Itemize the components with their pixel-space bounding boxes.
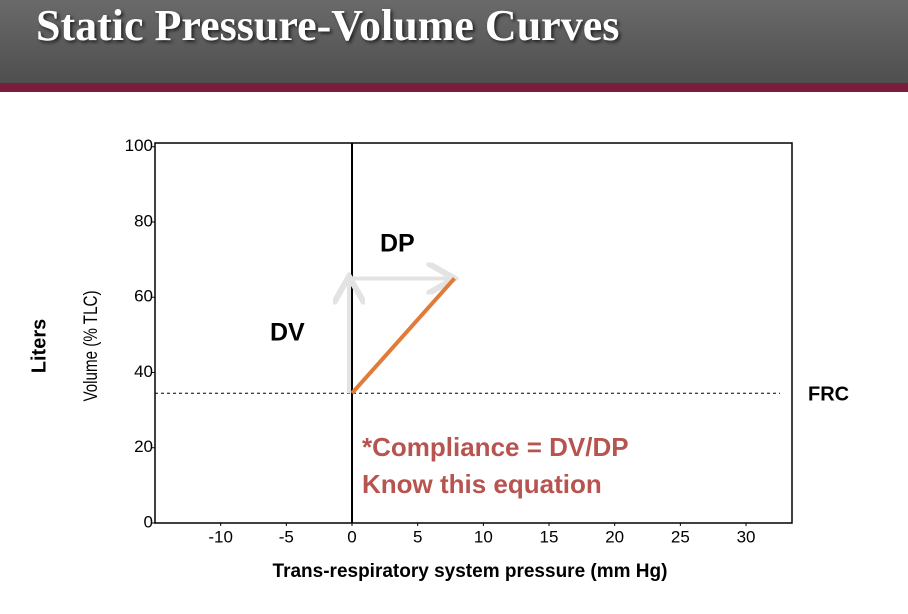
- x-axis-label: Trans-respiratory system pressure (mm Hg…: [273, 561, 668, 582]
- x-tick-label: -10: [208, 527, 233, 546]
- title-stripe: [0, 83, 908, 92]
- x-tick-label: 5: [413, 527, 422, 546]
- x-tick-label: 30: [737, 527, 756, 546]
- y-tick-label: 0: [144, 512, 153, 531]
- note: Know this equation: [362, 469, 602, 499]
- x-tick-label: 15: [540, 527, 559, 546]
- x-tick-label: 20: [605, 527, 624, 546]
- y-tick-label: 80: [134, 211, 153, 230]
- y-tick-label: 60: [134, 287, 153, 306]
- plot-frame: [154, 142, 793, 524]
- x-tick-label: 25: [671, 527, 690, 546]
- y-tick-label: 40: [134, 362, 153, 381]
- slide-title: Static Pressure-Volume Curves: [36, 1, 619, 50]
- line: [350, 277, 456, 395]
- y-axis-label: Volume (% TLC): [79, 290, 101, 401]
- title-bar: [0, 0, 908, 83]
- x-tick-label: 0: [347, 527, 356, 546]
- y-tick-label: 100: [125, 136, 153, 155]
- reference-label: FRC: [808, 383, 849, 405]
- note: *Compliance = DV/DP: [362, 432, 629, 462]
- x-tick-label: 10: [474, 527, 493, 546]
- y-tick-label: 20: [134, 437, 153, 456]
- dp-annotation: DP: [380, 230, 415, 258]
- dv-annotation: DV: [270, 319, 305, 347]
- y-outer-label: Liters: [28, 319, 50, 373]
- x-tick-label: -5: [279, 527, 294, 546]
